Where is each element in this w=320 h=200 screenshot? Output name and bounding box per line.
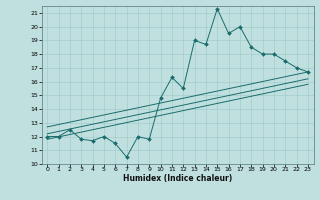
X-axis label: Humidex (Indice chaleur): Humidex (Indice chaleur): [123, 174, 232, 183]
